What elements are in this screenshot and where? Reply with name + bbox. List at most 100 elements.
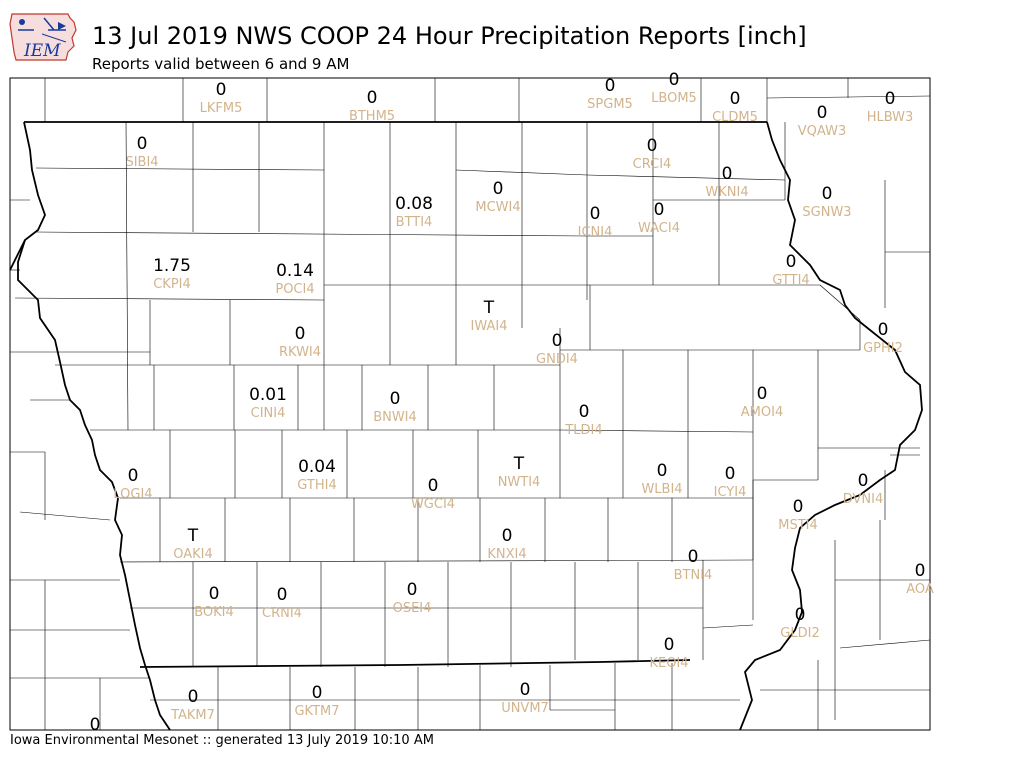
station-value: 0 bbox=[312, 683, 323, 703]
station-id: UNVM7 bbox=[501, 701, 549, 716]
station-value: 0 bbox=[657, 461, 668, 481]
station-value: 0 bbox=[390, 389, 401, 409]
station-value: 0 bbox=[664, 635, 675, 655]
state-boundaries bbox=[9, 121, 923, 731]
station-value: 0 bbox=[822, 184, 833, 204]
station-value: T bbox=[483, 298, 495, 318]
station-id: BNWI4 bbox=[373, 410, 417, 425]
station-id: BOKI4 bbox=[194, 605, 234, 620]
station-value: 0 bbox=[90, 715, 101, 735]
station-value: 0 bbox=[757, 384, 768, 404]
station-id: TLDI4 bbox=[564, 423, 602, 438]
station-id: BTHM5 bbox=[349, 109, 395, 124]
station-id: CRCI4 bbox=[633, 157, 672, 172]
station-value: 0 bbox=[188, 687, 199, 707]
map-frame bbox=[9, 77, 931, 731]
station-value: 0 bbox=[520, 680, 531, 700]
station-id: LBOM5 bbox=[651, 91, 697, 106]
station-value: 0 bbox=[725, 464, 736, 484]
station-id: TAKM7 bbox=[170, 708, 215, 723]
station-id: SPGM5 bbox=[587, 97, 633, 112]
station-id: BTTI4 bbox=[396, 215, 433, 230]
station-id: VQAW3 bbox=[798, 124, 846, 139]
station-id: ICYI4 bbox=[714, 485, 747, 500]
station-id: OAKI4 bbox=[173, 547, 213, 562]
station-id: ICNI4 bbox=[578, 225, 613, 240]
iem-logo: IEM bbox=[8, 8, 80, 64]
station-value: 0 bbox=[722, 164, 733, 184]
station-id: CINI4 bbox=[251, 406, 286, 421]
footer-credit: Iowa Environmental Mesonet :: generated … bbox=[10, 733, 434, 748]
station-id: GNDI4 bbox=[536, 352, 578, 367]
page-title: 13 Jul 2019 NWS COOP 24 Hour Precipitati… bbox=[92, 22, 807, 50]
station-value: T bbox=[513, 454, 525, 474]
station-value: 0 bbox=[137, 134, 148, 154]
station-id: SIBI4 bbox=[125, 155, 158, 170]
county-boundaries bbox=[10, 78, 931, 730]
station-value: 0 bbox=[502, 526, 513, 546]
station-id: BTNI4 bbox=[674, 568, 713, 583]
station-value: 0 bbox=[858, 471, 869, 491]
logo-text: IEM bbox=[23, 41, 61, 61]
station-value: 0 bbox=[590, 204, 601, 224]
station-value: 0.04 bbox=[298, 457, 336, 477]
station-id: CKPI4 bbox=[153, 277, 191, 292]
station-id: AOA bbox=[906, 582, 934, 597]
station-id: SGNW3 bbox=[802, 205, 851, 220]
station-id: DVNI4 bbox=[843, 492, 884, 507]
station-value: 0 bbox=[367, 88, 378, 108]
station-value: 0 bbox=[552, 331, 563, 351]
station-id: GLDI2 bbox=[780, 626, 819, 641]
station-value: 0 bbox=[915, 561, 926, 581]
station-id: RKWI4 bbox=[279, 345, 321, 360]
station-value: 0 bbox=[428, 476, 439, 496]
station-id: WACI4 bbox=[638, 221, 680, 236]
station-value: 0 bbox=[295, 324, 306, 344]
station-id: AMOI4 bbox=[741, 405, 783, 420]
station-value: 0 bbox=[817, 103, 828, 123]
station-value: 0 bbox=[795, 605, 806, 625]
station-value: 0 bbox=[730, 89, 741, 109]
station-unlabeled: 0 bbox=[90, 715, 101, 735]
station-id: CRNI4 bbox=[262, 606, 302, 621]
station-value: 0 bbox=[605, 76, 616, 96]
station-value: 0.01 bbox=[249, 385, 287, 405]
station-value: 0 bbox=[216, 80, 227, 100]
station-value: 0 bbox=[793, 497, 804, 517]
station-value: 1.75 bbox=[153, 256, 191, 276]
station-id: WLBI4 bbox=[641, 482, 682, 497]
station-id: CLDM5 bbox=[712, 110, 758, 125]
